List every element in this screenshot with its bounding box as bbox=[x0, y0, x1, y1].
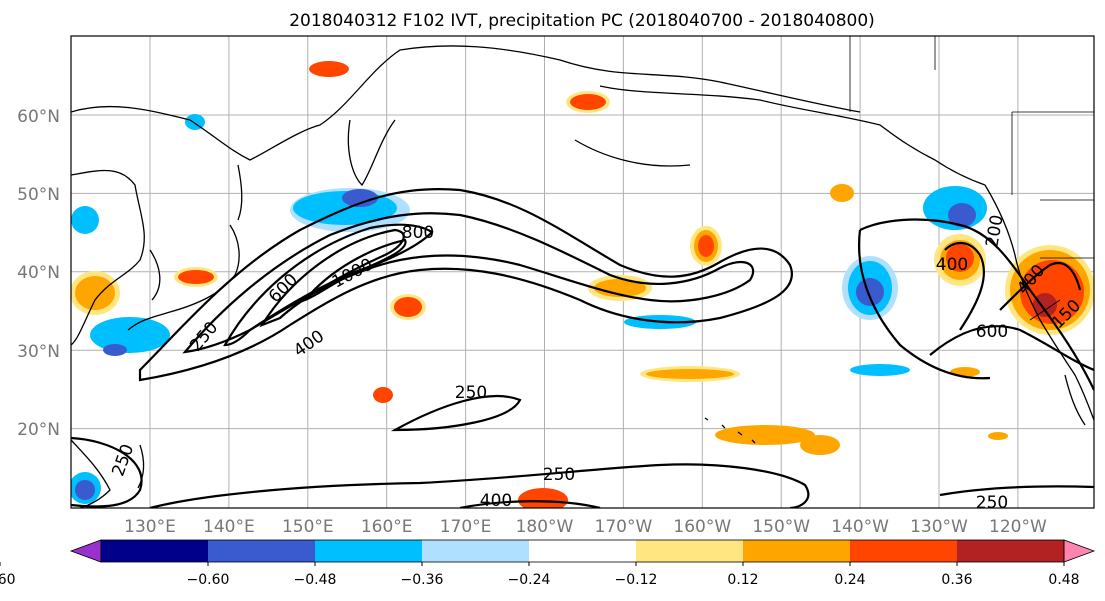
contour-label-400-south: 400 bbox=[480, 491, 512, 511]
colorbar-segment bbox=[315, 540, 422, 562]
colorbar-segment bbox=[743, 540, 850, 562]
map-frame bbox=[70, 35, 1095, 509]
colorbar-extend-high bbox=[1063, 539, 1096, 563]
colorbar-extend-low bbox=[69, 539, 102, 563]
colorbar-tick-label: −0.24 bbox=[508, 572, 551, 588]
colorbar-tick-label: −0.36 bbox=[401, 572, 444, 588]
colorbar-tick-label: 0.12 bbox=[727, 572, 758, 588]
lon-label: 150°W bbox=[752, 517, 810, 537]
colorbar-segment bbox=[636, 540, 743, 562]
colorbar-tick-label: 0.48 bbox=[1048, 572, 1079, 588]
colorbar-segment bbox=[422, 540, 529, 562]
colorbar-tick-label: 0.60 bbox=[0, 572, 16, 588]
lon-label: 170°E bbox=[440, 517, 492, 537]
lon-label: 130°E bbox=[124, 517, 176, 537]
lat-label-50n: 50°N bbox=[17, 185, 60, 205]
lon-label: 160°W bbox=[673, 517, 731, 537]
colorbar-tick-label: 0.24 bbox=[834, 572, 865, 588]
colorbar-outline bbox=[100, 539, 1065, 563]
colorbar-segment bbox=[101, 540, 208, 562]
lon-label: 180°W bbox=[516, 517, 574, 537]
colorbar-segment bbox=[957, 540, 1064, 562]
lon-label: 170°W bbox=[595, 517, 653, 537]
lat-label-20n: 20°N bbox=[17, 420, 60, 440]
lon-label: 140°W bbox=[831, 517, 889, 537]
lon-label: 150°E bbox=[282, 517, 334, 537]
lat-label-30n: 30°N bbox=[17, 342, 60, 362]
contour-label-250-se: 250 bbox=[976, 493, 1008, 513]
colorbar-tick-label: −0.60 bbox=[187, 572, 230, 588]
contour-label-250-mid: 250 bbox=[455, 383, 487, 403]
colorbar-segment bbox=[208, 540, 315, 562]
contour-label-800: 800 bbox=[402, 223, 434, 243]
lat-label-40n: 40°N bbox=[17, 263, 60, 283]
contour-labels: 800 1000 600 250 400 250 250 400 250 400… bbox=[108, 213, 1085, 513]
contour-label-400-east: 400 bbox=[936, 255, 968, 275]
contour-label-600-east: 600 bbox=[976, 322, 1008, 342]
lon-label: 120°W bbox=[989, 517, 1047, 537]
lon-label: 140°E bbox=[203, 517, 255, 537]
colorbar-segment bbox=[850, 540, 957, 562]
colorbar-tick-labels: −0.60 −0.48 −0.36 −0.24 −0.12 0.12 0.24 0.36 0.4… bbox=[0, 572, 1080, 588]
colorbar-tick-label: −0.48 bbox=[294, 572, 337, 588]
political-borders bbox=[849, 36, 1094, 321]
lon-label: 160°E bbox=[361, 517, 413, 537]
longitude-labels: 130°E 140°E 150°E 160°E 170°E 180°W 170°W 160°W… bbox=[124, 517, 1047, 537]
colorbar-segment bbox=[529, 540, 636, 562]
contour-label-250-south: 250 bbox=[543, 465, 575, 485]
coastlines bbox=[71, 45, 1094, 508]
colorbar-tick-label: −0.12 bbox=[615, 572, 658, 588]
precip-positive-shading bbox=[71, 61, 1094, 508]
lat-label-60n: 60°N bbox=[17, 107, 60, 127]
colorbar-tick-label: 0.36 bbox=[941, 572, 972, 588]
latitude-labels: 60°N 50°N 40°N 30°N 20°N bbox=[17, 107, 60, 440]
lon-label: 130°W bbox=[910, 517, 968, 537]
ivt-contours bbox=[71, 187, 1094, 508]
colorbar bbox=[0, 539, 1096, 566]
map-title: 2018040312 F102 IVT, precipitation PC (2… bbox=[289, 11, 875, 31]
